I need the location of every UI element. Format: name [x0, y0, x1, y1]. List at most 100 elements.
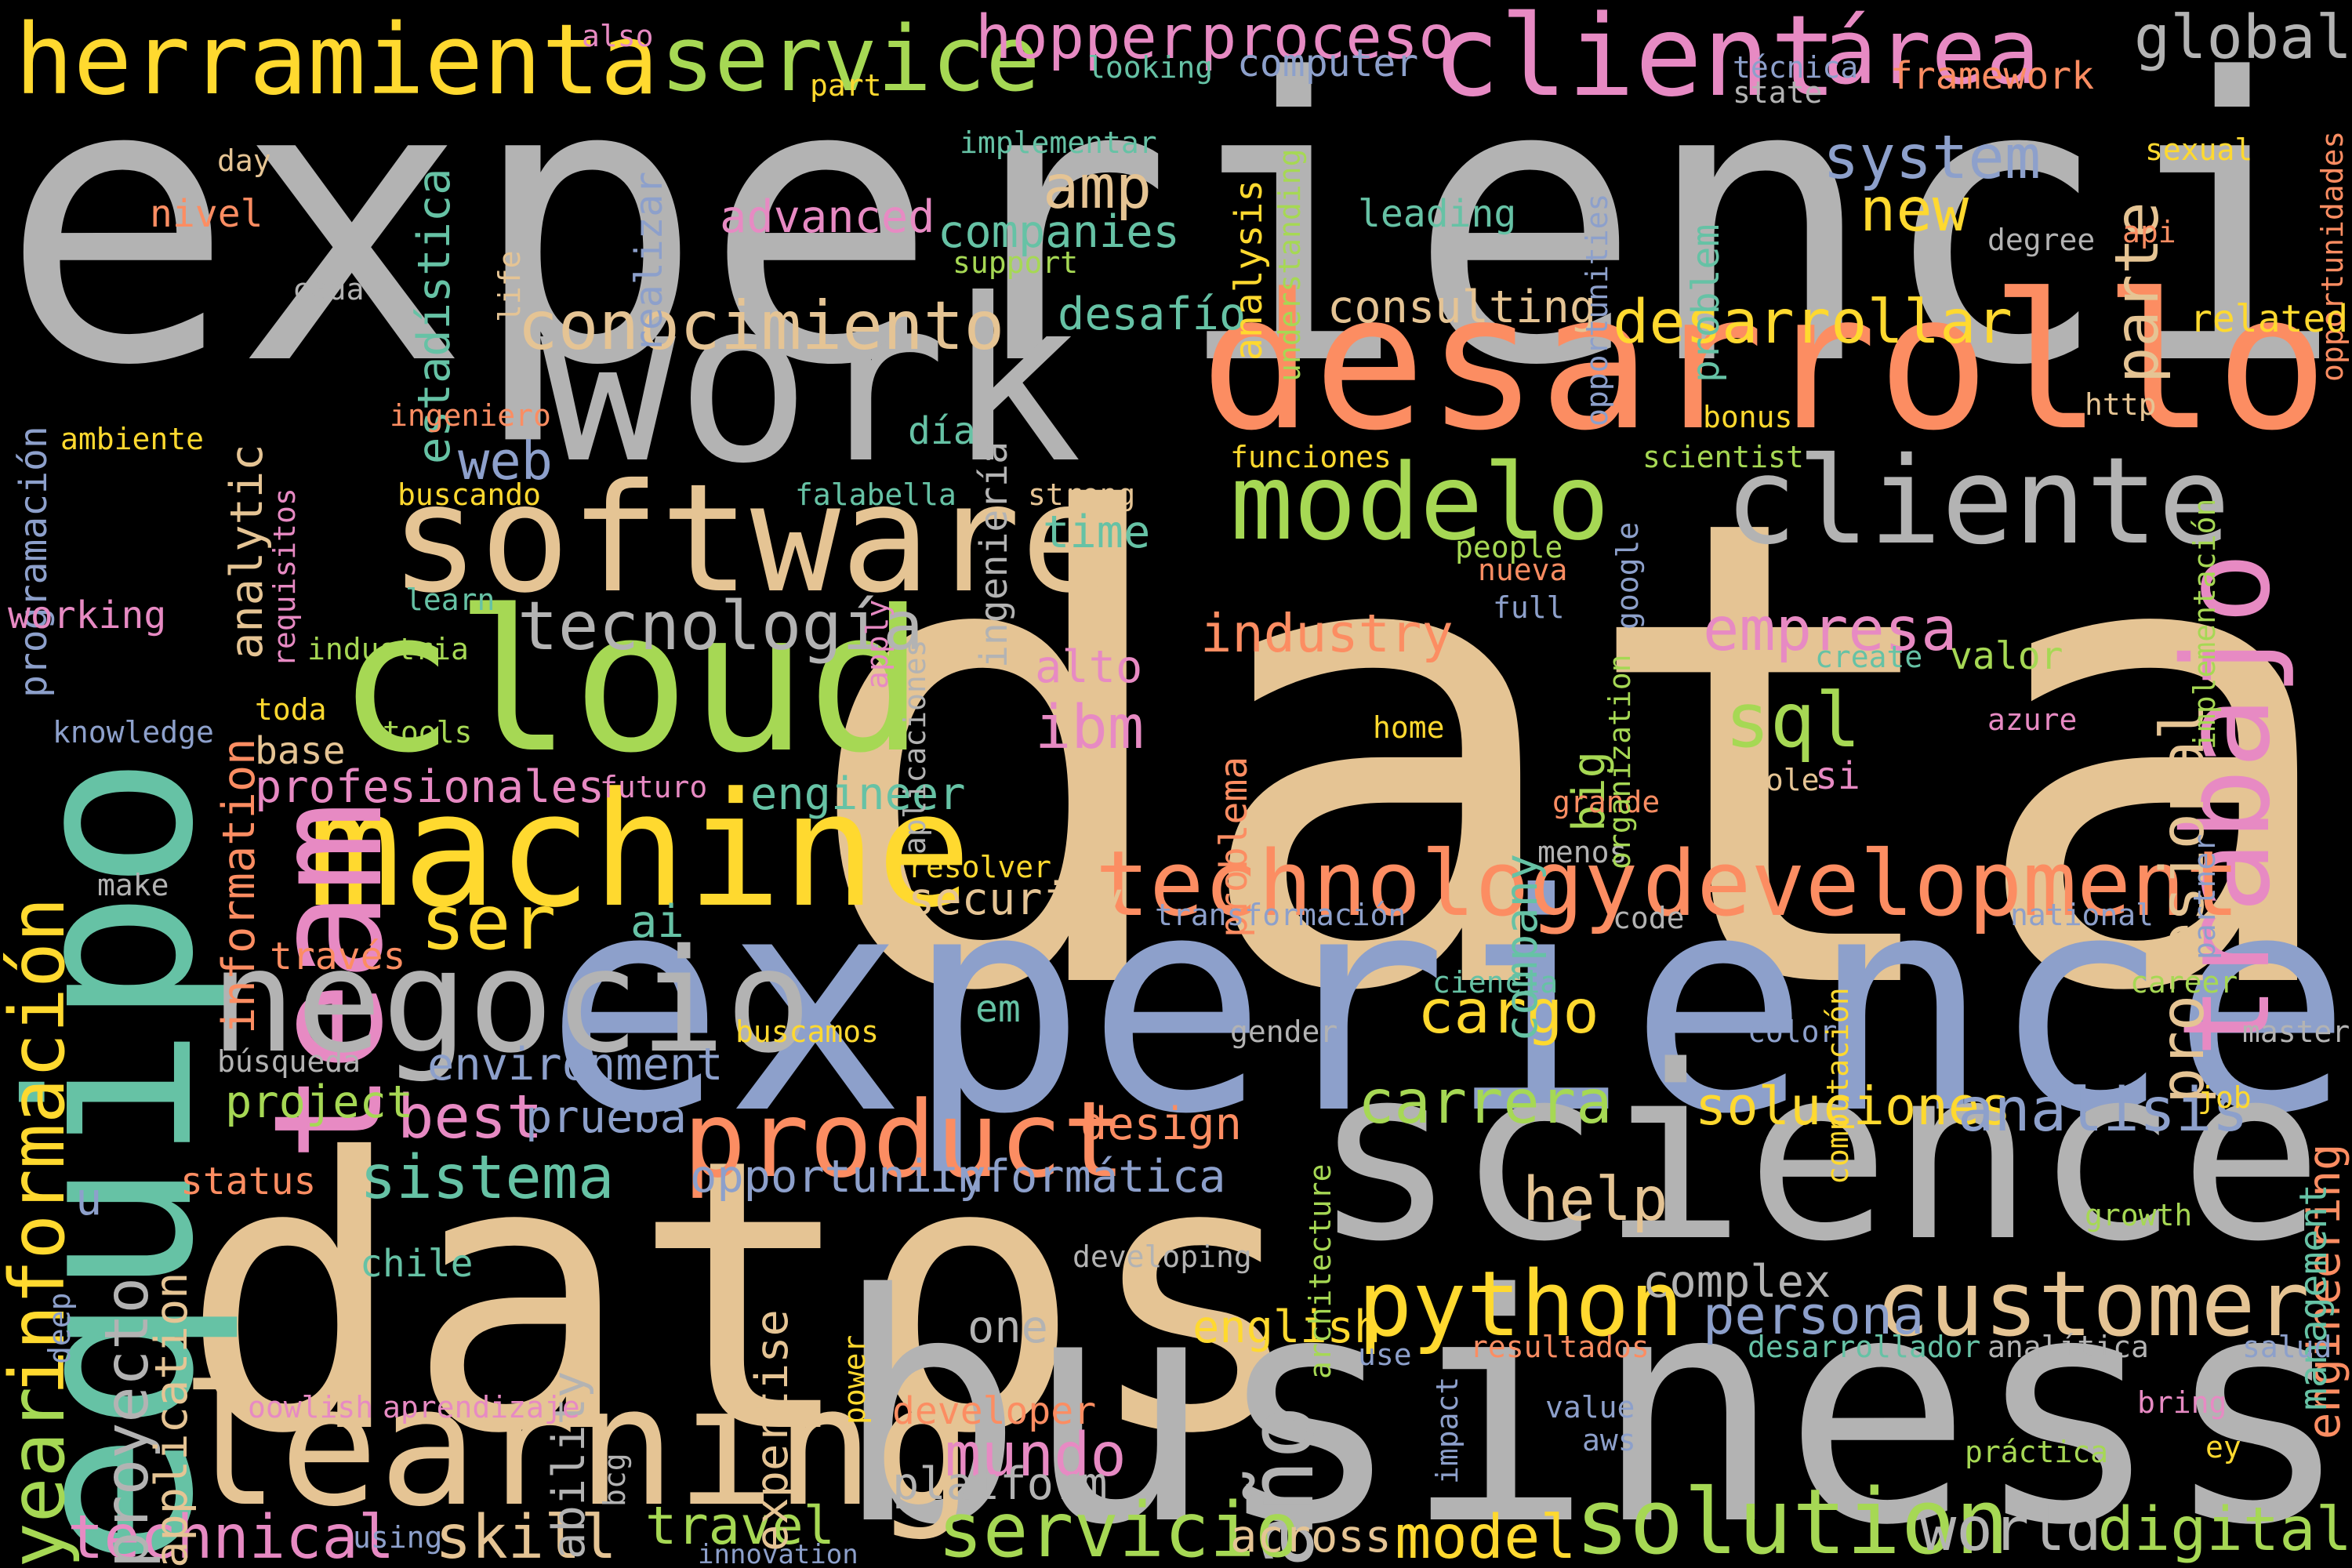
word-looking: looking [1087, 50, 1214, 85]
word-software: software [390, 452, 1111, 626]
word-experiencia: experiencia [0, 0, 2352, 451]
word-development: development [1642, 832, 2240, 937]
word-funciones: funciones [1230, 440, 1392, 474]
word-best: best [397, 1083, 543, 1152]
word-cloud: cloud [337, 568, 925, 796]
word-desarrollar: desarrollar [1613, 288, 2013, 358]
word-ingeniero: ingeniero [390, 398, 551, 433]
word-ciencia: ciencia [1432, 965, 1559, 1000]
word-one: one [967, 1301, 1048, 1353]
word-framework: framework [1890, 54, 2095, 98]
word-ibm: ibm [1035, 693, 1145, 763]
word-aws: aws [1582, 1423, 1636, 1457]
word-aplicaciones: aplicaciones [898, 639, 932, 855]
word-deep: deep [42, 1292, 77, 1364]
word-innovation: innovation [698, 1539, 858, 1568]
word-valor: valor [1950, 634, 2063, 678]
word-project: project [225, 1076, 414, 1128]
word-home: home [1373, 710, 1445, 745]
word-part: part [810, 68, 882, 103]
word-conocimiento: conocimiento [517, 287, 1005, 365]
word-salud: salud [2242, 1330, 2332, 1364]
word-year: year [0, 1386, 82, 1568]
word-new: new [1860, 176, 1969, 245]
word-technology: technology [1095, 832, 1639, 937]
word-python: python [1358, 1252, 1684, 1357]
word-alto: alto [1035, 641, 1143, 693]
word-realizar: realizar [627, 171, 671, 353]
word-technical: technical [67, 1503, 395, 1568]
word-desafio: desafío [1058, 289, 1247, 340]
word-bring: bring [2137, 1385, 2227, 1420]
word-empresa: empresa [1703, 595, 1958, 665]
word-leading: leading [1358, 192, 1517, 236]
word-code: code [1613, 901, 1685, 935]
word-ambiente: ambiente [60, 422, 205, 456]
word-create: create [1815, 640, 1923, 674]
word-power: power [837, 1334, 872, 1425]
word-growth: growth [2085, 1198, 2193, 1232]
word-working: working [8, 593, 167, 637]
word-opportunidades: opportunidades [2315, 130, 2350, 382]
word-knowledge: knowledge [53, 715, 214, 750]
word-developing: developing [1073, 1240, 1252, 1274]
word-also: also [582, 19, 654, 53]
word-busqueda: búsqueda [217, 1044, 361, 1079]
word-computacion: computación [1820, 987, 1855, 1185]
word-falabella: falabella [795, 477, 956, 512]
word-developer: developer [892, 1389, 1097, 1433]
word-sexual: sexual [2145, 132, 2253, 167]
word-digital: digital [2097, 1495, 2352, 1565]
word-travel: travel [645, 1495, 836, 1556]
word-implementacion: implementación [2187, 498, 2222, 750]
word-machine: machine [307, 759, 972, 942]
word-analitica: analítica [1987, 1330, 2149, 1364]
word-platform: platform [892, 1458, 1108, 1510]
word-engineer: engineer [750, 768, 966, 820]
word-computer: computer [1237, 42, 1419, 85]
word-profesionales: profesionales [255, 761, 605, 813]
word-resultados: resultados [1470, 1330, 1650, 1364]
word-state: state [1733, 75, 1823, 110]
word-amp: amp [1043, 153, 1152, 223]
word-oowlish: oowlish [248, 1390, 374, 1425]
word-chile: chile [360, 1242, 474, 1286]
word-partner: partner [2187, 833, 2222, 960]
word-area: área [1823, 0, 2040, 105]
word-help: help [1523, 1165, 1668, 1235]
word-full: full [1493, 590, 1565, 625]
word-cliente: cliente [1725, 432, 2230, 572]
word-tecnologia: tecnología [517, 587, 924, 666]
word-ingenieria: ingeniería [972, 441, 1016, 668]
word-buscamos: buscamos [735, 1014, 880, 1049]
word-sql: sql [1725, 677, 1861, 764]
word-tools: tools [383, 715, 473, 750]
word-traves: través [270, 935, 406, 978]
word-tecnica: técnica [1733, 50, 1859, 85]
word-hopper: hopper [975, 3, 1194, 73]
word-consulting: consulting [1327, 281, 1597, 333]
word-industry: industry [1200, 603, 1454, 664]
word-api: api [2122, 215, 2176, 249]
word-industria: industria [307, 632, 469, 666]
word-ser: ser [420, 879, 557, 967]
word-product: product [683, 1079, 1126, 1201]
word-model: model [1395, 1503, 1577, 1568]
word-using: using [353, 1520, 443, 1555]
word-color: color [1748, 1014, 1838, 1049]
word-analysis: analysis [1227, 179, 1271, 361]
word-solution: solution [1575, 1470, 2009, 1568]
word-support: support [953, 245, 1079, 280]
word-client: client [1432, 0, 1838, 122]
word-dia: día [908, 409, 976, 453]
word-life: life [492, 250, 527, 322]
word-science: science [1312, 1015, 2324, 1294]
word-opportunities: opportunities [1580, 193, 1614, 426]
word-cada: cada [292, 272, 365, 307]
word-desarrollo: desarrollo [1200, 254, 2328, 472]
word-data: data [798, 382, 2352, 1133]
word-nivel: nivel [150, 192, 263, 236]
word-carrera: carrera [1358, 1068, 1613, 1138]
word-negocio: negocio [210, 918, 812, 1084]
word-herramienta: herramienta [15, 4, 659, 117]
